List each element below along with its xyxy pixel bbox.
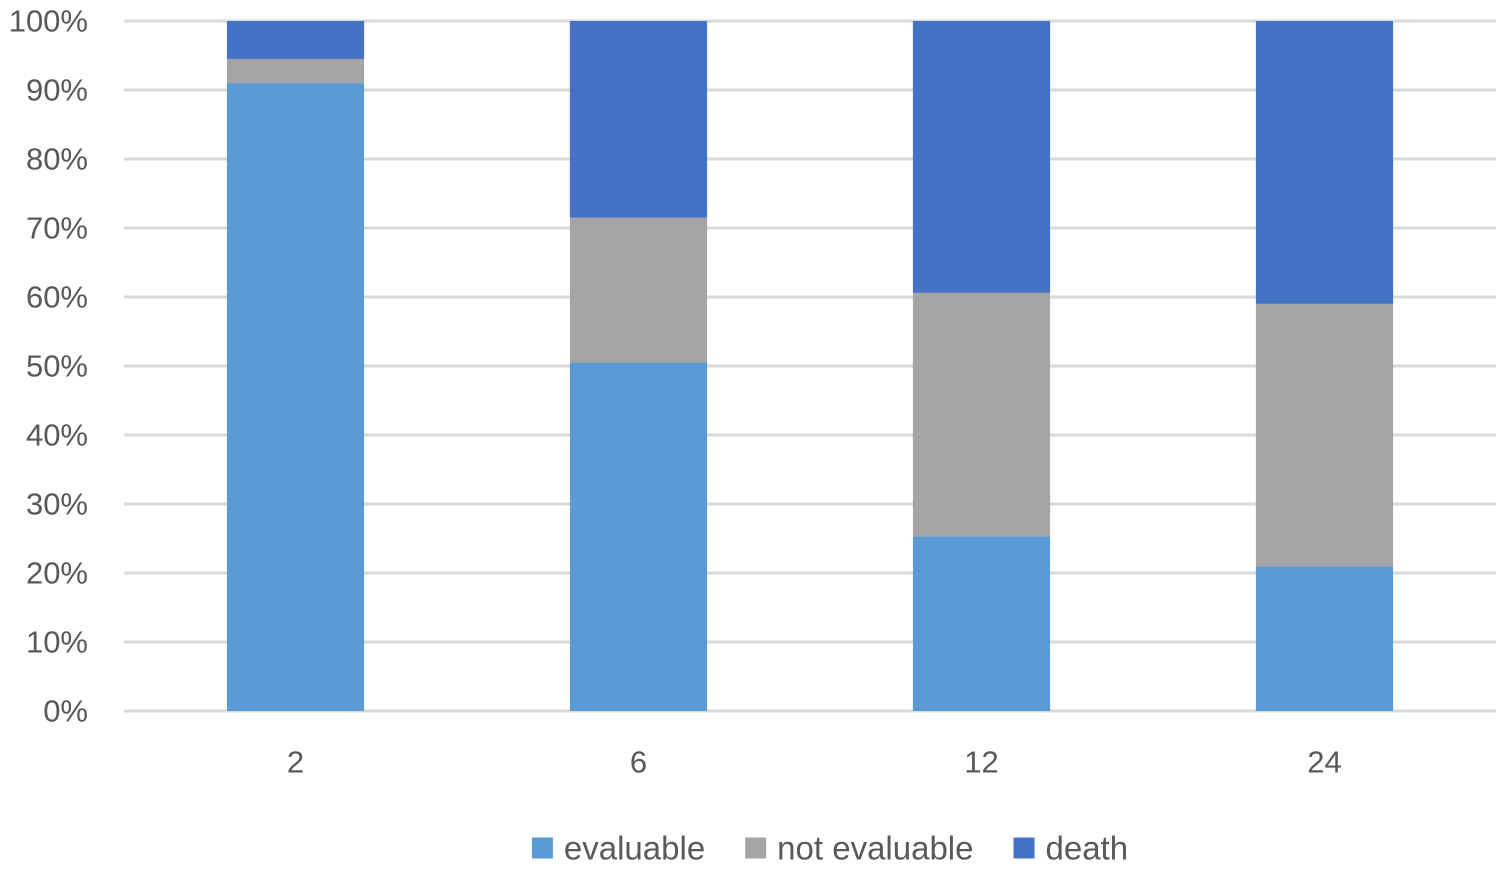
legend-label: death: [1046, 830, 1129, 867]
legend: evaluable not evaluable death: [531, 830, 1129, 867]
y-tick-label: 70%: [26, 211, 88, 246]
bar-segment-evaluable-24: [1255, 566, 1394, 711]
x-tick-label: 24: [1307, 745, 1341, 780]
legend-swatch: [531, 837, 553, 859]
y-tick-label: 100%: [9, 4, 88, 39]
bar-segment-not-evaluable-6: [569, 217, 708, 363]
y-tick-label: 30%: [26, 487, 88, 522]
legend-swatch: [1013, 837, 1035, 859]
bar-segment-not-evaluable-2: [226, 58, 365, 84]
y-axis-ticks: 0% 10% 20% 30% 40% 50% 60% 70% 80% 90% 100%: [9, 4, 88, 729]
y-tick-label: 80%: [26, 142, 88, 177]
y-tick-label: 90%: [26, 73, 88, 108]
bar-segment-death-12: [912, 21, 1051, 293]
x-tick-label: 6: [630, 745, 647, 780]
x-axis-ticks: 2 6 12 24: [287, 745, 1342, 780]
y-tick-label: 0%: [43, 694, 88, 729]
legend-label: evaluable: [564, 830, 705, 867]
bar-segment-death-2: [226, 21, 365, 59]
bars: [226, 21, 1394, 712]
legend-label: not evaluable: [777, 830, 973, 867]
x-tick-label: 12: [964, 745, 998, 780]
x-tick-label: 2: [287, 745, 304, 780]
legend-item: not evaluable: [745, 830, 974, 867]
y-tick-label: 50%: [26, 349, 88, 384]
bar-segment-evaluable-2: [226, 83, 365, 712]
y-tick-label: 40%: [26, 418, 88, 453]
bar-segment-evaluable-6: [569, 362, 708, 711]
bar-segment-death-6: [569, 21, 708, 218]
legend-item: evaluable: [531, 830, 705, 867]
bar-segment-not-evaluable-24: [1255, 303, 1394, 567]
y-tick-label: 60%: [26, 280, 88, 315]
legend-item: death: [1013, 830, 1129, 867]
y-tick-label: 20%: [26, 556, 88, 591]
bar-segment-not-evaluable-12: [912, 292, 1051, 537]
y-tick-label: 10%: [26, 625, 88, 660]
legend-swatch: [745, 837, 767, 859]
bar-segment-death-24: [1255, 21, 1394, 304]
bar-segment-evaluable-12: [912, 536, 1051, 711]
